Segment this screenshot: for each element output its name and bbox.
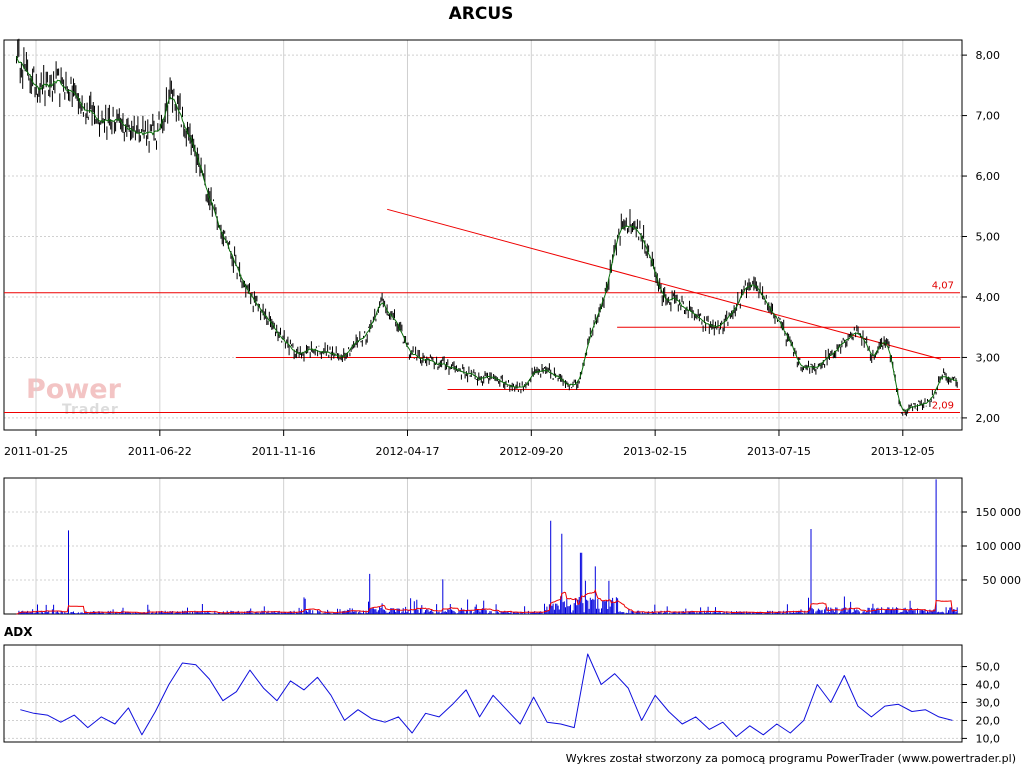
adx-tick-label: 10,0 [976,732,1001,745]
adx-frame [3,644,963,743]
date-tick-label: 2012-04-17 [376,445,440,458]
level-label: 4,07 [932,281,954,292]
adx-label: ADX [4,625,33,639]
volume-grid [3,477,963,615]
price-tick-label: 6,00 [976,170,1001,183]
date-tick-label: 2011-11-16 [252,445,316,458]
adx-tick-label: 50,0 [976,661,1001,674]
support-resistance-lines: 4,07 2,09 [4,208,960,413]
volume-tick-label: 150 000 [976,506,1022,519]
trendline [387,208,942,360]
adx-grid [3,644,963,743]
chart-title: ARCUS [449,4,514,24]
adx-series [20,653,953,738]
price-panel: 4,07 2,09 2,00 3,00 4,00 5,00 6,00 7,00 8,00 20… [3,38,1000,458]
date-axis: 2011-01-25 2011-06-22 2011-11-16 2012-04-17… [4,430,935,458]
volume-panel: 50 000 100 000 150 000 [3,477,1021,615]
adx-tick-label: 40,0 [976,679,1001,692]
volume-tick-label: 100 000 [976,540,1022,553]
adx-line [20,653,953,738]
price-frame [3,39,963,431]
price-line [16,56,958,412]
adx-tick-label: 30,0 [976,696,1001,709]
watermark: Power Trader [26,374,122,418]
adx-axis: 10,0 20,0 30,0 40,0 50,0 [962,661,1001,745]
price-axis: 2,00 3,00 4,00 5,00 6,00 7,00 8,00 [962,49,1000,425]
price-candles [16,38,958,417]
price-tick-label: 8,00 [976,49,1001,62]
date-tick-label: 2011-01-25 [4,445,68,458]
price-tick-label: 2,00 [976,412,1001,425]
volume-tick-label: 50 000 [983,574,1022,587]
price-grid [3,39,963,431]
watermark-trader: Trader [62,402,119,418]
date-tick-label: 2011-06-22 [128,445,192,458]
volume-frame [3,477,963,615]
date-tick-label: 2013-07-15 [747,445,811,458]
price-tick-label: 4,00 [976,291,1001,304]
price-tick-label: 5,00 [976,231,1001,244]
adx-panel: ADX 10,0 20,0 30,0 40,0 50,0 [3,625,1001,745]
price-series [16,38,958,417]
date-tick-label: 2012-09-20 [499,445,563,458]
date-tick-label: 2013-12-05 [871,445,935,458]
volume-axis: 50 000 100 000 150 000 [962,506,1021,587]
volume-bars [17,479,958,614]
watermark-power: Power [26,374,122,405]
price-tick-label: 7,00 [976,110,1001,123]
adx-tick-label: 20,0 [976,714,1001,727]
price-tick-label: 3,00 [976,351,1001,364]
volume-series [16,479,958,615]
date-tick-label: 2013-02-15 [623,445,687,458]
level-label: 2,09 [932,400,954,411]
volume-average-line [16,589,958,615]
footer-credit: Wykres został stworzony za pomocą progra… [566,752,1016,765]
